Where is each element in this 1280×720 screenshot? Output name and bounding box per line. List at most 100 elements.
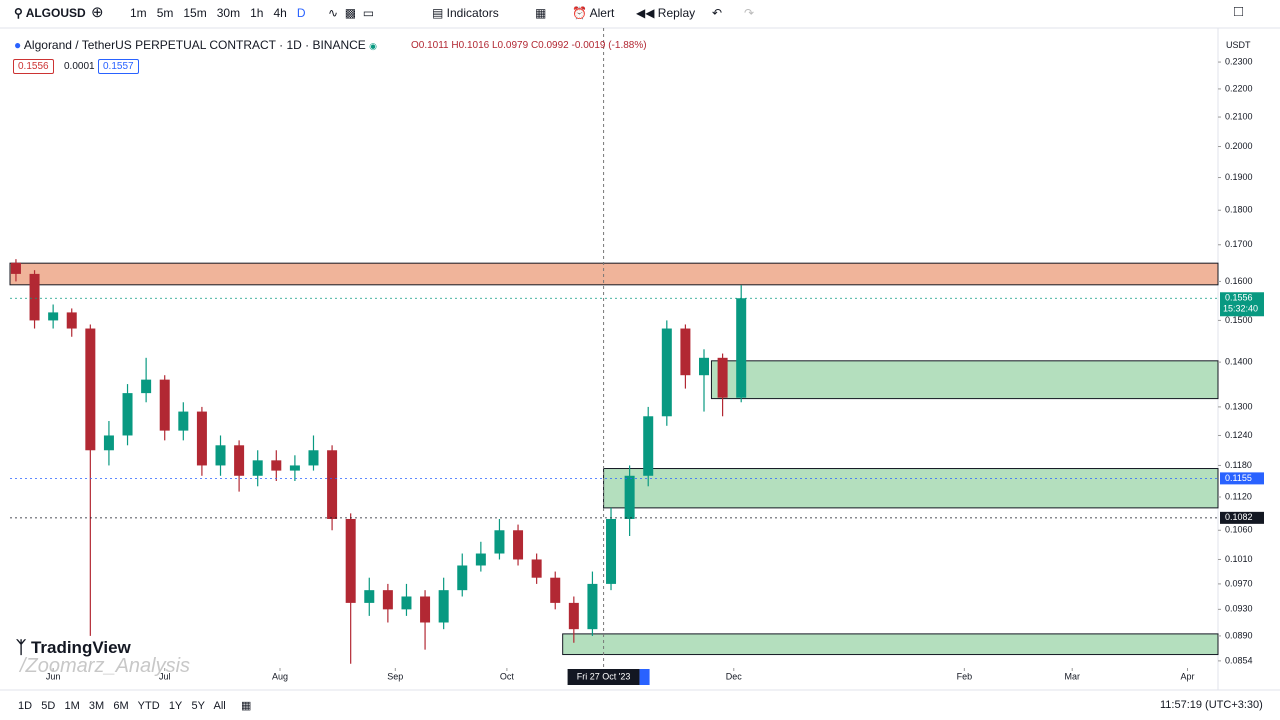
candle-body xyxy=(494,530,505,554)
replay-button[interactable]: ◀◀ Replay xyxy=(636,6,696,20)
y-tick-label: 0.2200 xyxy=(1225,83,1253,93)
interval[interactable]: 1m xyxy=(130,6,147,20)
x-tick-label: Sep xyxy=(387,671,403,681)
interval[interactable]: 5m xyxy=(156,6,174,20)
y-tick-label: 0.1300 xyxy=(1225,401,1253,411)
y-tick-label: 0.2100 xyxy=(1225,111,1253,121)
interval[interactable]: 1h xyxy=(250,6,264,20)
redo[interactable]: ↷ xyxy=(744,6,755,20)
candle-body xyxy=(717,357,728,398)
ohlc-open: O0.1011 xyxy=(411,40,449,51)
candle-body xyxy=(159,379,170,431)
x-tick-label: Dec xyxy=(726,671,743,681)
candle-body xyxy=(345,518,356,603)
ohlc-close: C0.0992 xyxy=(530,40,569,51)
x-tick-label: Aug xyxy=(272,671,288,681)
candle-body xyxy=(327,450,338,519)
interval[interactable]: 30m xyxy=(216,6,241,20)
x-tick-label: Mar xyxy=(1064,671,1080,681)
brand: TradingView xyxy=(30,638,131,657)
fullscreen[interactable]: □ xyxy=(1234,3,1244,20)
range[interactable]: 5D xyxy=(41,700,56,712)
range[interactable]: All xyxy=(213,700,226,712)
y-tick-label: 0.1240 xyxy=(1225,430,1253,440)
candle-body xyxy=(420,596,431,623)
candle-body xyxy=(66,312,77,329)
x-tick-label: Apr xyxy=(1180,671,1194,681)
y-tick-label: 0.2000 xyxy=(1225,141,1253,151)
undo[interactable]: ↶ xyxy=(712,6,723,20)
intervals: 1m 5m 15m 30m 1h 4h D xyxy=(130,6,306,20)
candle-body xyxy=(680,328,691,376)
price-label-bg xyxy=(1220,511,1264,524)
price-label: 0.1556 xyxy=(1225,293,1253,303)
candle-body xyxy=(289,465,300,471)
candle-body xyxy=(606,518,617,584)
interval[interactable]: 15m xyxy=(183,6,207,20)
currency[interactable]: USDT xyxy=(1226,40,1251,50)
candle-body xyxy=(48,312,59,321)
range[interactable]: 1Y xyxy=(168,700,183,712)
candle-body xyxy=(215,445,226,466)
range[interactable]: 5Y xyxy=(191,700,205,712)
y-tick-label: 0.2300 xyxy=(1225,56,1253,66)
candle-body xyxy=(568,602,579,630)
y-tick-label: 0.0890 xyxy=(1225,630,1253,640)
candle-body xyxy=(252,460,263,476)
ohlc-high: H0.1016 xyxy=(451,40,490,51)
status-dot: ◉ xyxy=(369,41,378,51)
candle-body xyxy=(736,298,747,398)
y-tick-label: 0.1800 xyxy=(1225,205,1253,215)
watermark-brand: ᛉ TradingView xyxy=(16,638,131,657)
candle-body xyxy=(550,577,561,603)
price-label-bg xyxy=(1220,292,1264,317)
interval[interactable]: D xyxy=(296,6,306,20)
chart-type[interactable]: ∿ ▩ ▭ xyxy=(328,6,375,20)
ohlc-change: -0.0019 (-1.88%) xyxy=(571,40,647,51)
candle-body xyxy=(308,450,319,466)
candle-body xyxy=(29,273,40,321)
watermark-author: /Zoomarz_Analysis xyxy=(20,655,191,677)
y-tick-label: 0.0854 xyxy=(1225,655,1253,665)
interval[interactable]: 4h xyxy=(273,6,287,20)
x-tick-label: Jul xyxy=(159,671,171,681)
y-tick-label: 0.0930 xyxy=(1225,604,1253,614)
symbol-search[interactable]: ⚲ ALGOUSD xyxy=(14,6,86,20)
date-range-button[interactable]: ▦ xyxy=(241,700,252,712)
candle-body xyxy=(122,393,133,436)
layouts-button[interactable]: ▦ xyxy=(535,6,547,20)
y-tick-label: 0.1010 xyxy=(1225,554,1253,564)
price-label: 0.1155 xyxy=(1225,473,1252,483)
y-tick-label: 0.0970 xyxy=(1225,578,1253,588)
indicators-button[interactable]: ▤ Indicators xyxy=(432,6,499,20)
crosshair-x-bg xyxy=(567,669,640,685)
candle-body xyxy=(513,530,524,560)
range[interactable]: 3M xyxy=(88,700,105,712)
ohlc-low: L0.0979 xyxy=(492,40,529,51)
price-label: 0.1082 xyxy=(1225,512,1253,522)
crosshair-range xyxy=(639,669,650,685)
y-tick-label: 0.1120 xyxy=(1225,491,1252,501)
buy-price[interactable]: 0.1557 xyxy=(98,59,139,74)
range[interactable]: YTD xyxy=(137,700,160,712)
symbol-logo: ● xyxy=(14,38,22,52)
candle-body xyxy=(643,416,654,476)
candle-body xyxy=(699,357,710,376)
range[interactable]: 6M xyxy=(113,700,129,712)
add-symbol[interactable]: ⊕ xyxy=(91,4,104,21)
candle-body xyxy=(234,445,245,476)
candle-body xyxy=(457,565,468,591)
sell-price[interactable]: 0.1556 xyxy=(13,59,54,74)
y-tick-label: 0.1900 xyxy=(1225,172,1253,182)
symbol-title: ● Algorand / TetherUS PERPETUAL CONTRACT… xyxy=(14,38,377,52)
clock: 11:57:19 (UTC+3:30) xyxy=(1160,699,1263,711)
alert-button[interactable]: ⏰ Alert xyxy=(572,6,615,20)
y-tick-label: 0.1060 xyxy=(1225,525,1253,535)
candle-body xyxy=(624,475,635,519)
y-tick-label: 0.1600 xyxy=(1225,276,1253,286)
y-tick-label: 0.1400 xyxy=(1225,356,1253,366)
range[interactable]: 1D xyxy=(18,700,33,712)
range[interactable]: 1M xyxy=(64,700,80,712)
